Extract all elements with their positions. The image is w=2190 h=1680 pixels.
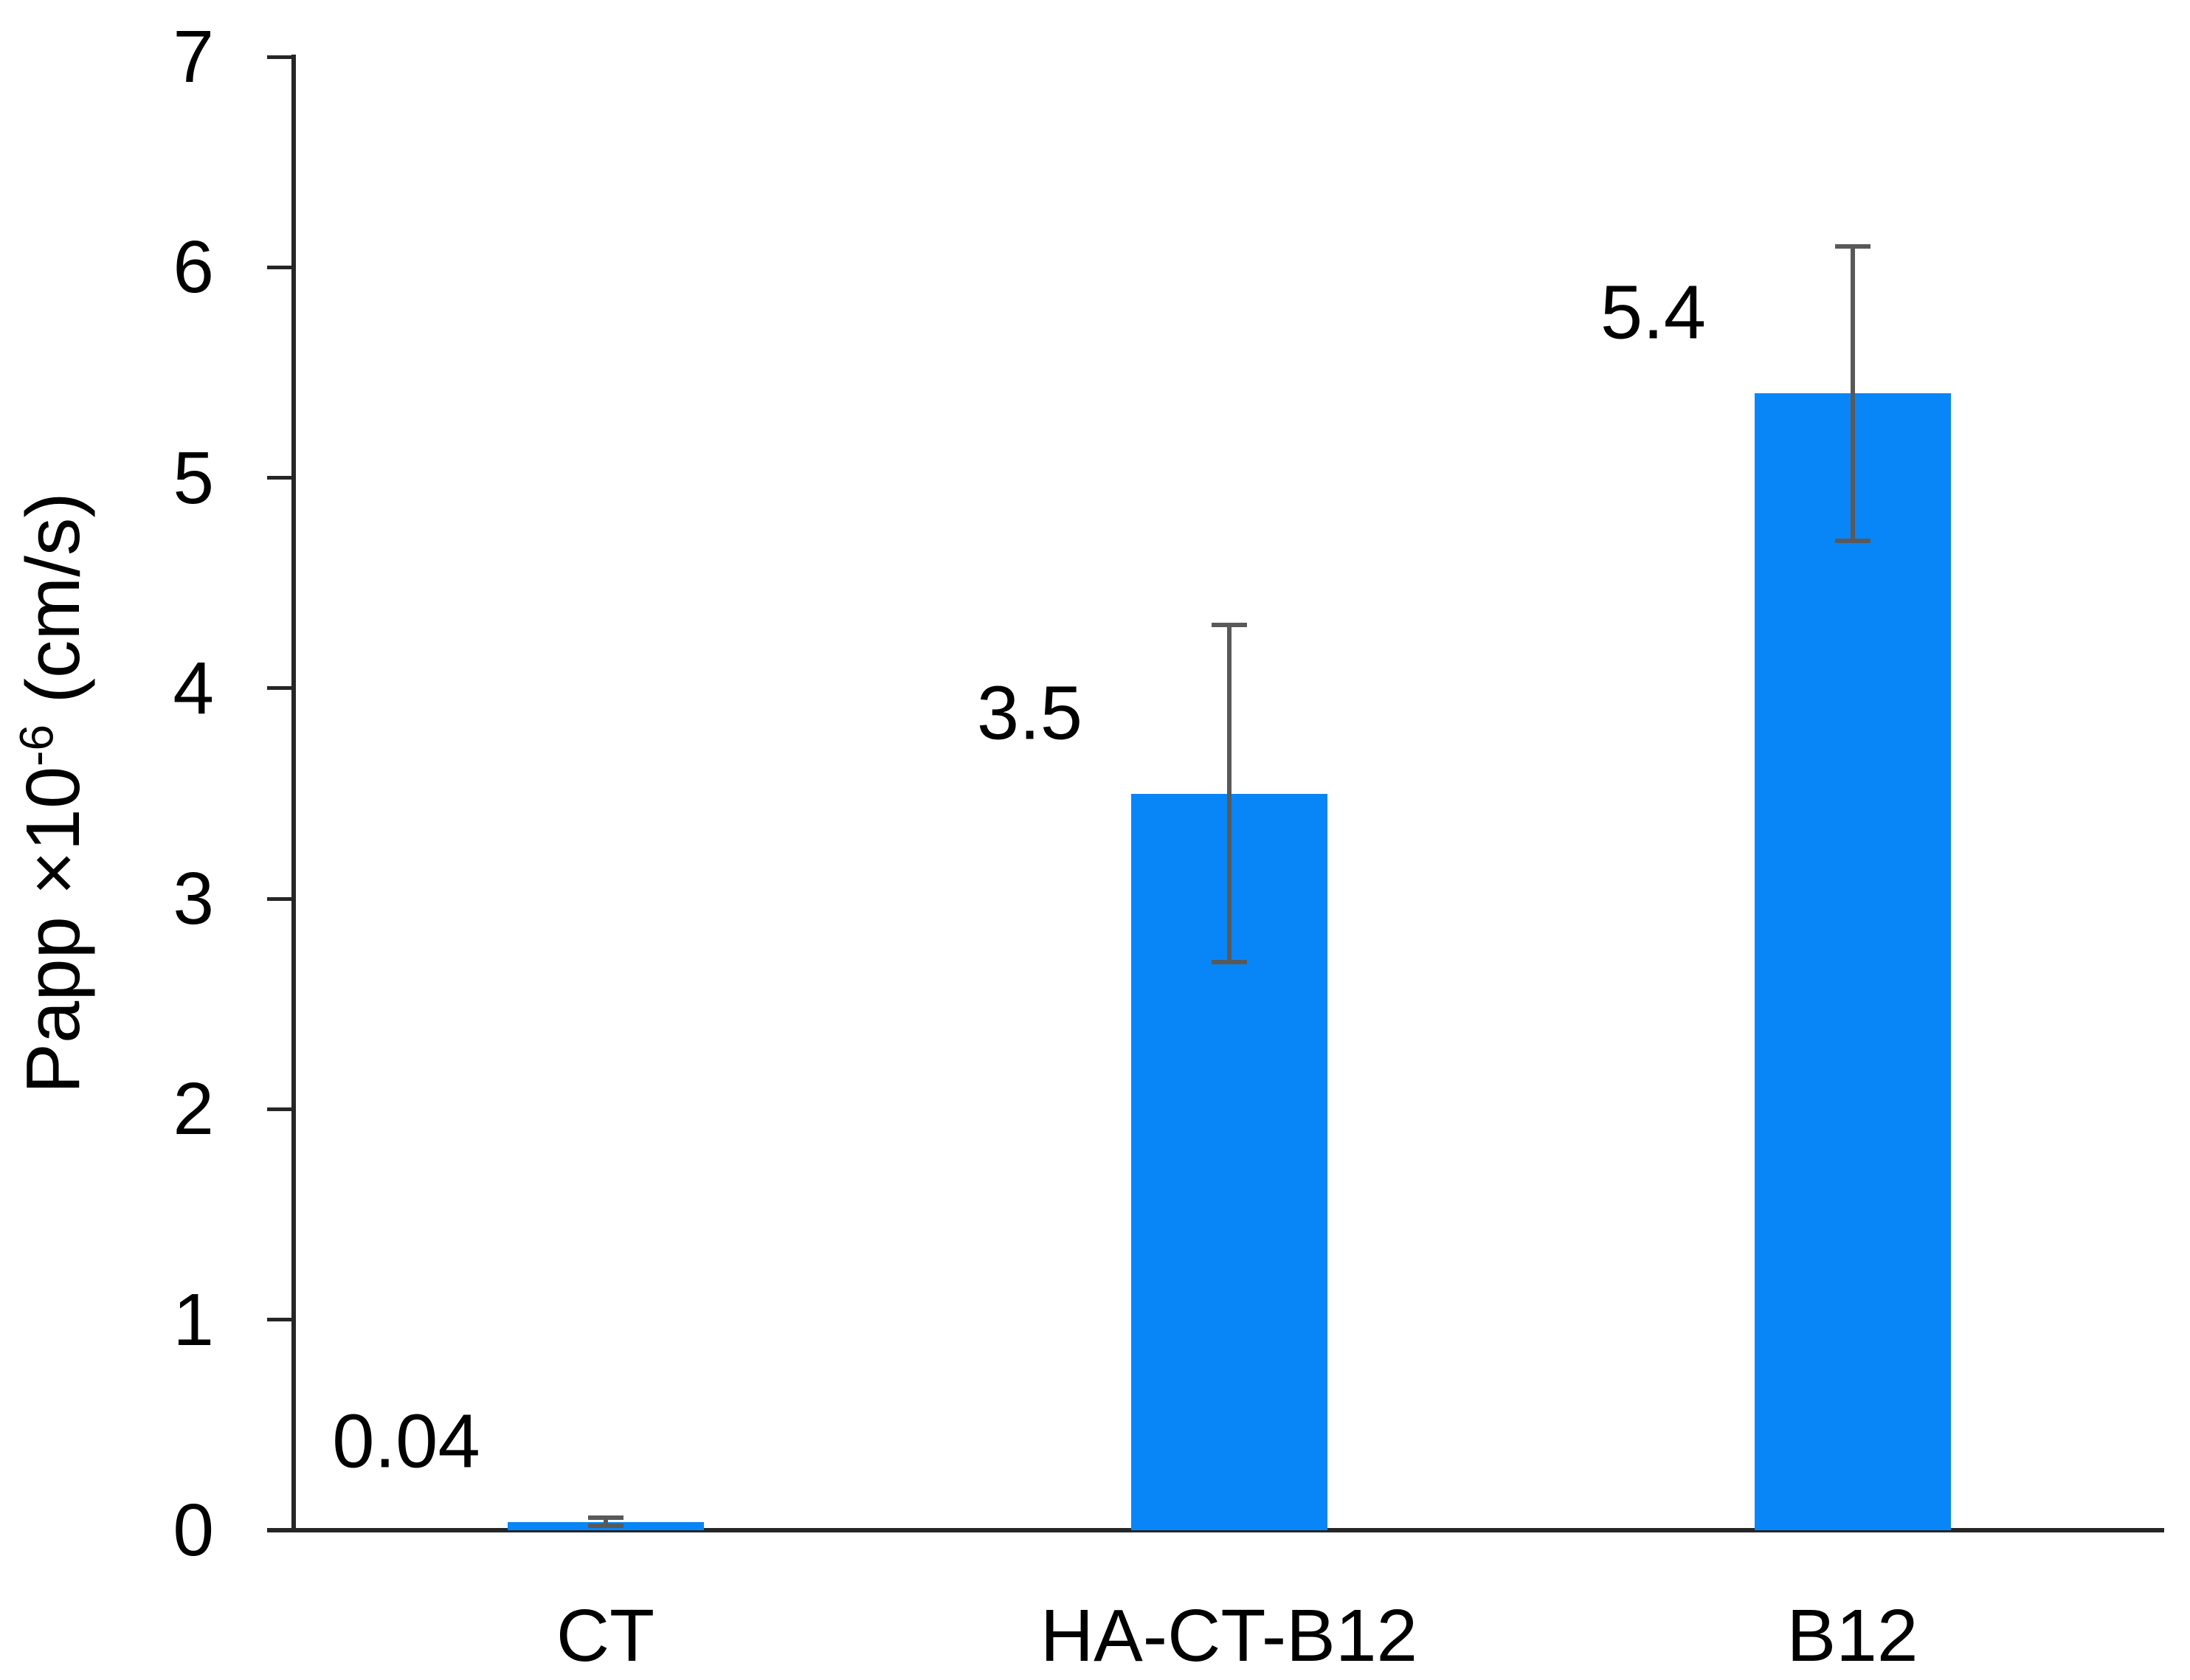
- y-tick-mark-6: [267, 265, 294, 269]
- x-axis-line: [267, 1528, 2164, 1532]
- x-category-label-HA-CT-B12: HA-CT-B12: [1040, 1594, 1418, 1677]
- x-category-label-CT: CT: [556, 1594, 655, 1677]
- y-tick-mark-4: [267, 686, 294, 691]
- error-bar-line-CT: [603, 1517, 608, 1527]
- y-tick-mark-1: [267, 1318, 294, 1322]
- y-tick-mark-0: [267, 1528, 294, 1532]
- y-tick-label-1: 1: [173, 1278, 214, 1361]
- y-tick-label-6: 6: [173, 226, 214, 309]
- error-bar-cap-top-CT: [587, 1515, 624, 1520]
- error-bar-line-B12: [1850, 246, 1855, 542]
- error-bar-cap-top-HA-CT-B12: [1211, 623, 1247, 628]
- y-tick-mark-5: [267, 476, 294, 480]
- y-tick-label-0: 0: [173, 1489, 214, 1572]
- data-label-HA-CT-B12: 3.5: [976, 670, 1083, 755]
- error-bar-cap-top-B12: [1834, 243, 1871, 249]
- data-label-B12: 5.4: [1600, 269, 1707, 355]
- error-bar-cap-bottom-CT: [587, 1524, 624, 1529]
- y-tick-label-2: 2: [173, 1068, 214, 1151]
- y-tick-label-3: 3: [173, 857, 214, 941]
- bar-B12: [1754, 393, 1951, 1530]
- y-tick-mark-7: [267, 55, 294, 59]
- data-label-CT: 0.04: [332, 1398, 480, 1484]
- error-bar-line-HA-CT-B12: [1226, 625, 1232, 962]
- y-tick-mark-3: [267, 896, 294, 901]
- error-bar-cap-bottom-HA-CT-B12: [1211, 959, 1247, 964]
- x-category-label-B12: B12: [1786, 1594, 1918, 1677]
- y-tick-label-7: 7: [173, 15, 214, 98]
- y-tick-mark-2: [267, 1107, 294, 1111]
- y-tick-label-5: 5: [173, 436, 214, 519]
- y-axis-line: [291, 55, 296, 1532]
- y-tick-label-4: 4: [173, 646, 214, 730]
- error-bar-cap-bottom-B12: [1834, 539, 1871, 544]
